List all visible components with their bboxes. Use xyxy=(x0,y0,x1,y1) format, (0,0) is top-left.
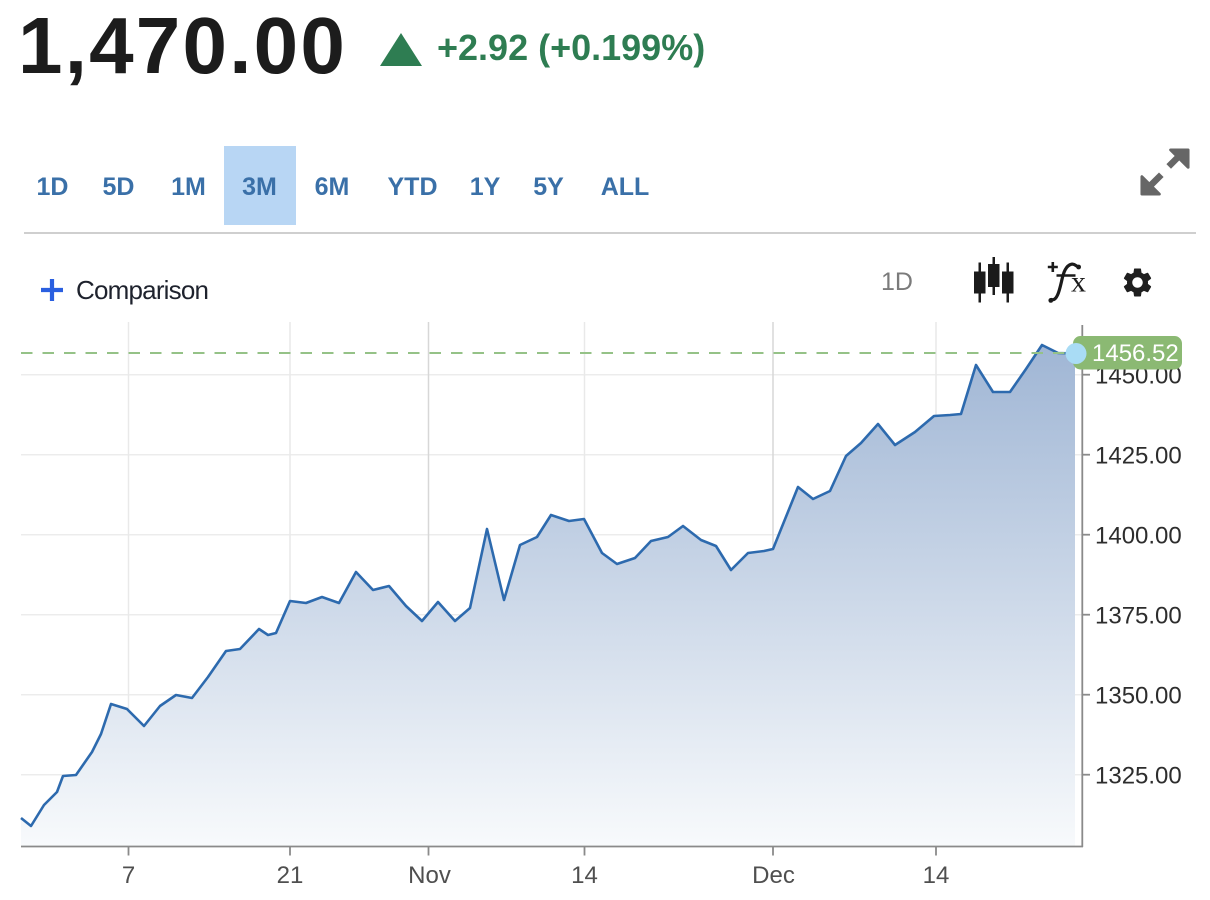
svg-text:1325.00: 1325.00 xyxy=(1095,762,1182,789)
svg-text:x: x xyxy=(1071,265,1086,298)
svg-text:1350.00: 1350.00 xyxy=(1095,682,1182,709)
svg-text:14: 14 xyxy=(923,862,950,889)
svg-text:1375.00: 1375.00 xyxy=(1095,602,1182,629)
svg-text:14: 14 xyxy=(571,862,598,889)
svg-text:1400.00: 1400.00 xyxy=(1095,522,1182,549)
svg-text:21: 21 xyxy=(277,862,304,889)
svg-text:Nov: Nov xyxy=(408,862,451,889)
svg-text:Dec: Dec xyxy=(752,862,795,889)
svg-text:1425.00: 1425.00 xyxy=(1095,442,1182,469)
svg-text:7: 7 xyxy=(122,862,135,889)
svg-text:1456.52: 1456.52 xyxy=(1092,340,1179,367)
